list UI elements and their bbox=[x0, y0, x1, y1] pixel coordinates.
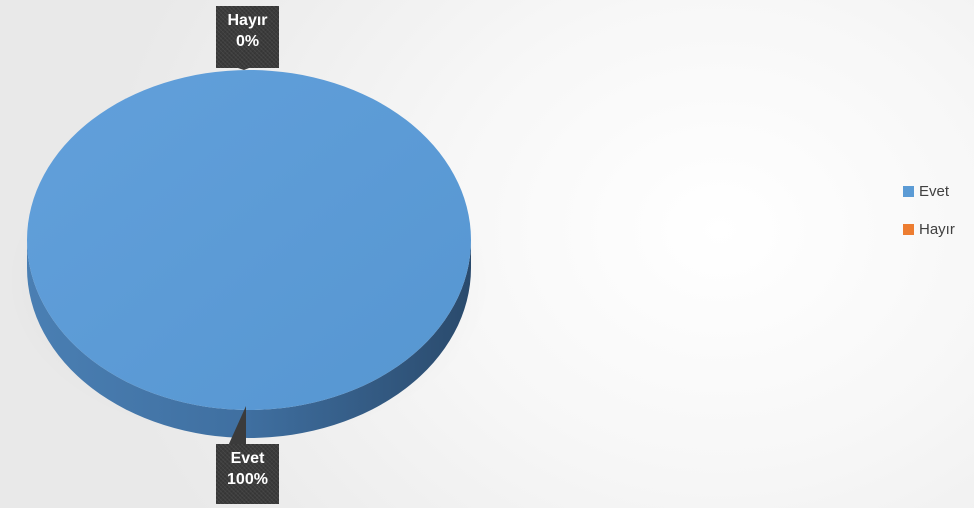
data-label-evet-percent: 100% bbox=[227, 471, 268, 488]
legend-item-evet: Evet bbox=[903, 180, 955, 202]
leader-line-hayir bbox=[232, 66, 254, 70]
data-label-hayir-category: Hayır bbox=[227, 12, 268, 29]
legend-item-hayir: Hayır bbox=[903, 218, 955, 240]
data-label-hayir-percent: 0% bbox=[235, 33, 260, 50]
pie-slice-evet bbox=[27, 70, 471, 410]
chart-legend: Evet Hayır bbox=[903, 180, 955, 256]
legend-swatch-evet bbox=[903, 185, 914, 197]
legend-label-evet: Evet bbox=[919, 182, 950, 200]
legend-label-hayir: Hayır bbox=[919, 220, 955, 238]
data-label-hayir: Hayır 0% bbox=[216, 6, 279, 68]
data-label-evet: Evet 100% bbox=[216, 444, 279, 504]
pie-slice-evet-side bbox=[27, 240, 471, 438]
leader-line-evet bbox=[228, 406, 246, 446]
legend-swatch-hayir bbox=[903, 223, 914, 235]
data-label-evet-category: Evet bbox=[230, 450, 265, 467]
